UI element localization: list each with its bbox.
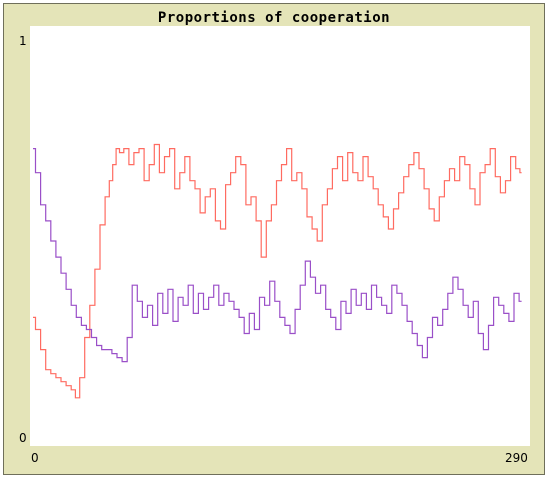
series-line-1 — [33, 143, 522, 399]
y-axis-min-label: 0 — [19, 431, 27, 445]
plot-area — [30, 26, 530, 446]
plot-canvas — [33, 143, 522, 399]
x-axis-max-label: 290 — [505, 451, 528, 465]
series-line-2 — [33, 148, 522, 363]
x-axis-min-label: 0 — [31, 451, 39, 465]
y-axis-max-label: 1 — [19, 34, 27, 48]
plot-title: Proportions of cooperation — [157, 10, 391, 26]
